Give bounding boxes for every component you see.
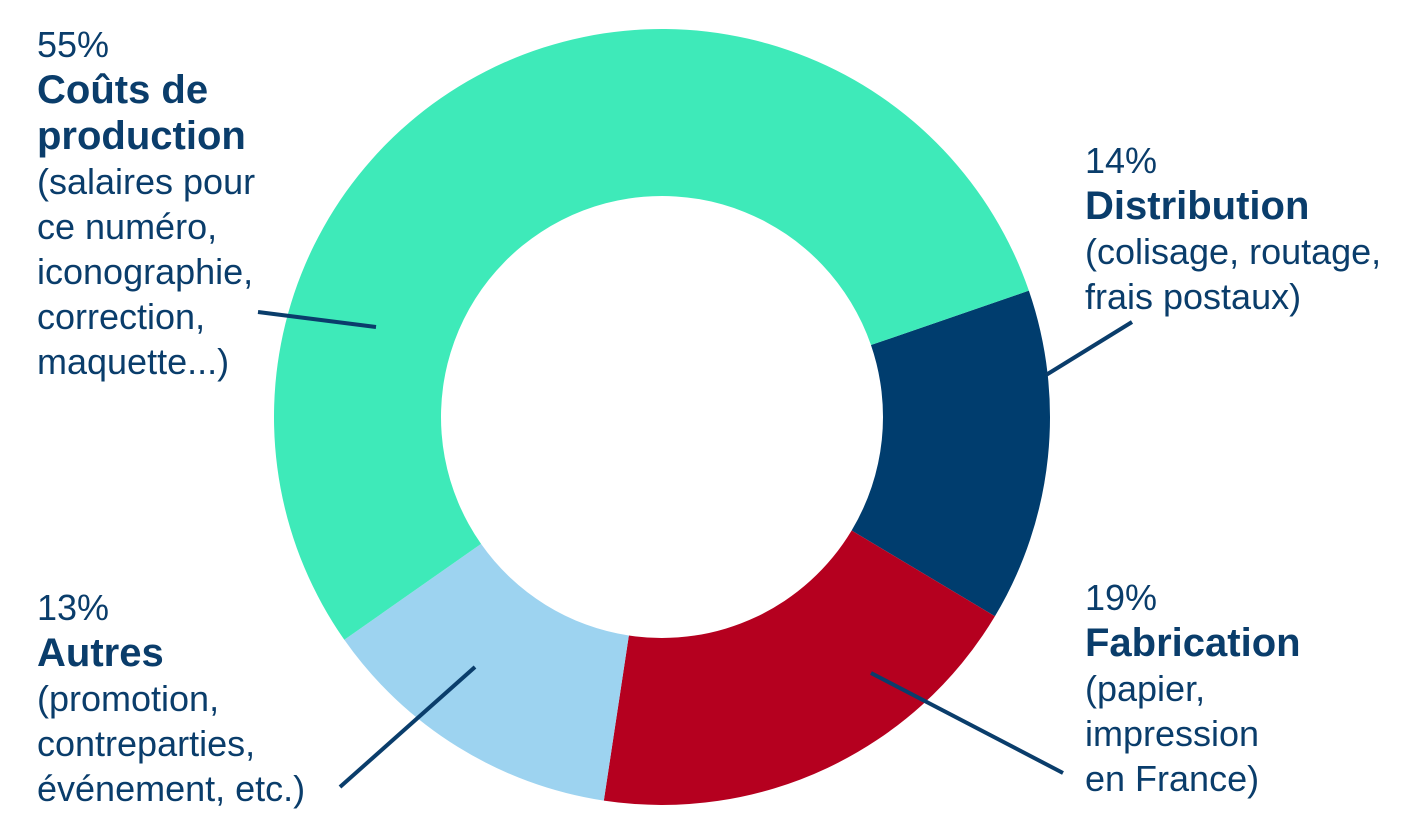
donut-slice [603,530,995,805]
slice-label: 55% Coûts de production (salaires pour ce n… [37,22,307,384]
category-name: Coûts de production [37,68,246,158]
slice-label: 19% Fabrication (papier, impression en Franc… [1085,575,1301,801]
category-name: Fabrication [1085,621,1301,665]
description-line: contreparties, [37,723,256,764]
category-name: Distribution [1085,184,1310,228]
leader-lines [257,310,1134,789]
value-label: 13% [37,587,110,628]
description-line: événement, etc.) [37,768,306,809]
description-line: ce numéro, [37,206,218,247]
value-label: 19% [1085,577,1158,618]
description-line: iconographie, [37,251,254,292]
description-line: (promotion, [37,678,220,719]
value-label: 14% [1085,140,1158,181]
description-line: correction, [37,296,206,337]
value-label: 55% [37,24,110,65]
description-line: (papier, [1085,668,1206,709]
donut-slice [851,290,1050,617]
description-line: frais postaux) [1085,276,1302,317]
slice-label: 13% Autres (promotion, contreparties, événem… [37,585,305,811]
category-name: Autres [37,631,164,675]
donut [273,28,1050,805]
slice-label: 14% Distribution (colisage, routage, frais … [1085,138,1381,319]
leader-line [257,310,377,329]
description-line: impression [1085,713,1260,754]
description-line: (salaires pour [37,161,256,202]
leader-line [870,671,1064,775]
leader-line [338,665,477,789]
description-line: en France) [1085,758,1260,799]
donut-slice [344,543,629,801]
description-line: maquette...) [37,341,230,382]
donut-slice [273,28,1029,640]
description-line: (colisage, routage, [1085,231,1382,272]
leader-line [1044,320,1134,377]
